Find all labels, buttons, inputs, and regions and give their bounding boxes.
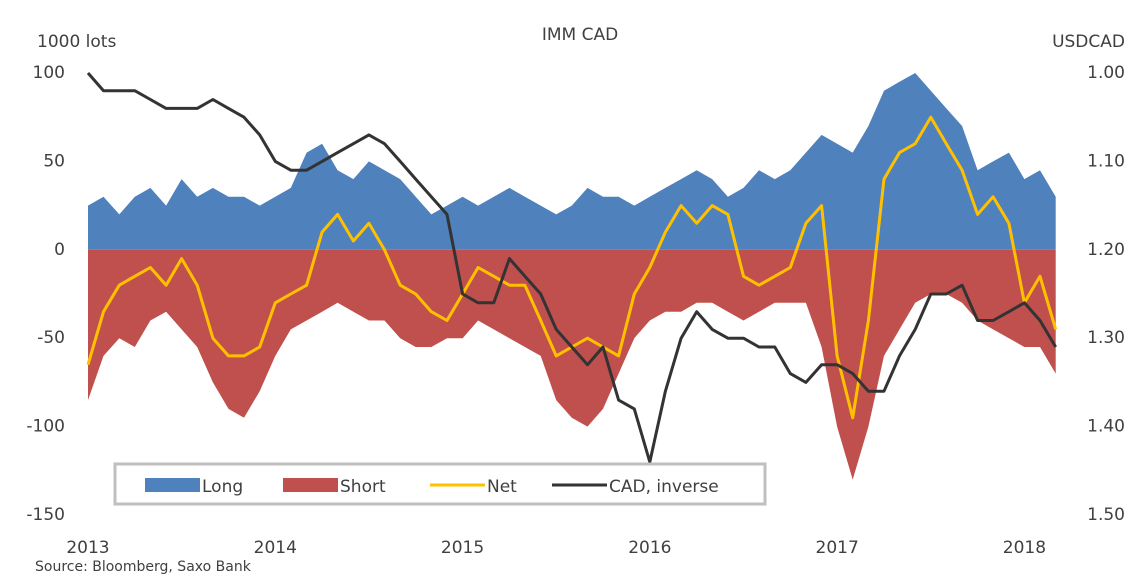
plot <box>86 72 1058 480</box>
legend-label: CAD, inverse <box>609 477 719 497</box>
y-tick-label: -150 <box>26 505 65 525</box>
y2-tick-label: 1.50 <box>1087 505 1125 525</box>
y-tick-label: 100 <box>33 63 65 83</box>
y2-axis-label: USDCAD <box>1052 32 1125 52</box>
area <box>88 73 1056 250</box>
source: Source: Bloomberg, Saxo Bank <box>35 559 252 575</box>
y-tick-label: 50 <box>43 151 65 171</box>
x-tick-label: 2015 <box>441 538 484 558</box>
y-tick-label: -100 <box>26 417 65 437</box>
y-axis-label: 1000 lots <box>37 32 116 52</box>
y2-tick-label: 1.10 <box>1087 151 1125 171</box>
y-tick-label: 0 <box>54 240 65 260</box>
x-tick-label: 2016 <box>628 538 671 558</box>
legend-label: Long <box>202 477 243 497</box>
legend-swatch <box>283 478 338 492</box>
x-tick-label: 2013 <box>66 538 109 558</box>
legend-swatch <box>145 478 200 492</box>
legend-label: Net <box>487 477 517 497</box>
y2-tick-label: 1.20 <box>1087 240 1125 260</box>
area <box>88 249 1056 480</box>
line <box>86 72 1057 464</box>
x-tick-label: 2014 <box>254 538 297 558</box>
y2-tick-label: 1.40 <box>1087 417 1125 437</box>
y2-tick-label: 1.30 <box>1087 328 1125 348</box>
legend-label: Short <box>340 477 386 497</box>
y2-tick-label: 1.00 <box>1087 63 1125 83</box>
y-tick-label: -50 <box>37 328 65 348</box>
chart-title: IMM CAD <box>542 25 618 45</box>
x-tick-label: 2017 <box>816 538 859 558</box>
x-tick-label: 2018 <box>1003 538 1046 558</box>
